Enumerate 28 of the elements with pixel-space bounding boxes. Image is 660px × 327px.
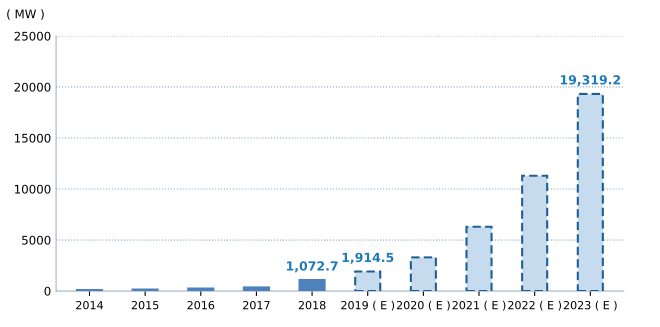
x-tick-label: 2020 ( E )	[396, 300, 450, 311]
x-tick-label: 2023 ( E )	[564, 300, 617, 311]
bar	[410, 256, 437, 292]
y-axis-title: ( MW )	[7, 9, 44, 20]
bar	[465, 226, 493, 292]
bar	[242, 286, 270, 292]
bar	[298, 279, 326, 292]
x-tick-label: 2015	[132, 300, 158, 310]
data-label: 19,319.2	[560, 75, 620, 86]
x-tick-label: 2019 ( E )	[341, 300, 394, 311]
y-tick-label: 25000	[14, 32, 50, 41]
y-tick-label: 5000	[22, 236, 50, 245]
bar	[521, 174, 548, 292]
x-tick-label: 2016	[187, 300, 214, 310]
bar	[576, 92, 604, 292]
data-label: 1,914.5	[342, 252, 394, 264]
bar	[187, 287, 214, 292]
x-tick-label: 2014	[76, 300, 104, 310]
y-tick-label: 10000	[14, 184, 50, 194]
x-tick-label: 2017	[243, 300, 270, 310]
x-tick-label: 2018	[298, 300, 326, 310]
y-tick-label: 0	[44, 286, 50, 296]
y-tick-label: 15000	[14, 134, 50, 143]
x-tick-label: 2021 ( E )	[452, 300, 506, 311]
bar	[354, 270, 382, 292]
y-tick-label: 20000	[14, 82, 50, 92]
data-label: 1,072.7	[286, 261, 338, 272]
x-tick-label: 2022 ( E )	[508, 300, 561, 311]
